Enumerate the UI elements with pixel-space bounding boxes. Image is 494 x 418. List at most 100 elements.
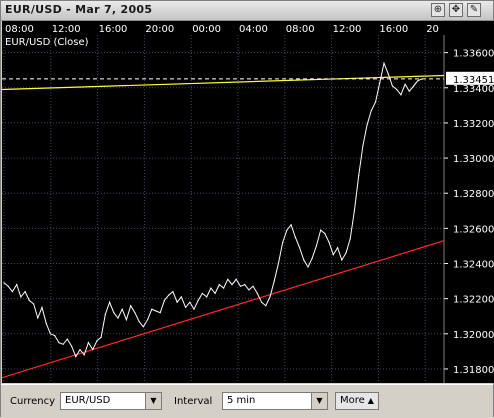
price-point	[294, 236, 296, 238]
time-tick-label: 08:00	[5, 24, 34, 35]
price-point	[20, 296, 22, 298]
price-point	[387, 73, 389, 75]
last-price-label: 1.33451	[453, 75, 494, 86]
price-point	[33, 303, 35, 305]
price-point	[370, 110, 372, 112]
price-point	[197, 299, 199, 301]
price-point	[383, 62, 385, 64]
price-point	[37, 317, 39, 319]
price-point	[417, 80, 419, 82]
price-point	[147, 319, 149, 321]
pencil-icon[interactable]: ✎	[467, 3, 481, 17]
price-point	[265, 305, 267, 307]
price-point	[121, 308, 123, 310]
price-point	[413, 85, 415, 87]
price-line	[3, 61, 423, 358]
price-point	[269, 296, 271, 298]
price-point	[282, 241, 284, 243]
price-point	[96, 340, 98, 342]
price-tick-label: 1.33400	[453, 84, 494, 95]
chevron-down-icon[interactable]: ▼	[311, 393, 327, 409]
price-point	[16, 284, 18, 286]
window-title: EUR/USD - Mar 7, 2005	[5, 3, 153, 16]
chevron-down-icon[interactable]: ▼	[145, 393, 161, 409]
price-point	[138, 320, 140, 323]
price-point	[49, 333, 52, 335]
price-point	[83, 354, 85, 356]
price-point	[248, 289, 250, 291]
price-point	[130, 305, 132, 307]
price-point	[290, 224, 292, 226]
price-point	[324, 233, 326, 235]
price-point	[341, 259, 343, 261]
price-point	[273, 280, 275, 282]
price-point	[396, 88, 398, 91]
price-point	[231, 284, 233, 286]
price-chart[interactable]: 08:00 12:00 16:00 20:00 00:00 04:00 08:00 12:00…	[2, 21, 494, 383]
price-point	[41, 306, 43, 308]
price-point	[71, 345, 73, 347]
price-point	[337, 247, 339, 249]
price-point	[87, 342, 89, 344]
price-point	[163, 299, 165, 301]
currency-select[interactable]: EUR/USD ▼	[60, 392, 162, 410]
price-point	[391, 85, 393, 87]
price-point	[11, 291, 13, 293]
price-point	[239, 285, 241, 287]
price-tick-label: 1.32400	[453, 260, 494, 271]
zoom-icon[interactable]: ⊕	[431, 3, 445, 17]
time-tick-label: 20	[426, 24, 439, 35]
currency-label: Currency	[10, 396, 56, 407]
price-point	[206, 296, 208, 298]
price-point	[320, 229, 322, 231]
price-point	[358, 175, 360, 177]
triangle-up-icon: ▲	[367, 396, 374, 405]
price-point	[404, 83, 406, 85]
price-tick-label: 1.32600	[453, 224, 494, 235]
price-point	[62, 343, 64, 345]
move-icon[interactable]: ✥	[449, 3, 463, 17]
price-point	[261, 301, 263, 303]
price-tick-label: 1.32000	[453, 330, 494, 341]
price-point	[28, 299, 30, 301]
price-point	[109, 301, 111, 303]
interval-label: Interval	[174, 396, 213, 407]
price-point	[125, 319, 127, 321]
price-point	[117, 317, 119, 319]
price-point	[58, 342, 60, 344]
price-point	[155, 310, 157, 312]
price-point	[45, 322, 47, 324]
price-point	[151, 308, 153, 310]
price-point	[307, 266, 309, 268]
price-point	[180, 296, 182, 298]
price-point	[227, 278, 229, 280]
price-point	[134, 312, 136, 314]
price-point	[223, 287, 225, 289]
price-point	[75, 356, 77, 358]
price-tick-label: 1.33600	[453, 49, 494, 60]
price-point	[235, 278, 237, 280]
interval-select[interactable]: 5 min ▼	[222, 392, 328, 410]
price-point	[353, 210, 355, 212]
support-trendline	[2, 240, 445, 379]
price-point	[299, 247, 301, 249]
chart-background	[2, 21, 494, 383]
price-point	[400, 94, 402, 96]
price-point	[311, 257, 313, 259]
time-tick-label: 04:00	[239, 24, 268, 35]
interval-value: 5 min	[227, 395, 256, 406]
price-point	[362, 145, 364, 147]
price-point	[189, 301, 191, 303]
price-point	[345, 252, 347, 254]
price-point	[185, 306, 187, 308]
more-button[interactable]: More ▲	[335, 392, 379, 410]
title-bar[interactable]: EUR/USD - Mar 7, 2005 ⊕ ✥ ✎	[1, 1, 493, 21]
price-point	[113, 312, 115, 314]
chart-title: EUR/USD (Close)	[5, 37, 89, 48]
time-tick-label: 12:00	[333, 24, 362, 35]
price-point	[375, 101, 377, 103]
price-point	[142, 326, 144, 328]
price-point	[176, 301, 178, 303]
chart-area[interactable]: 08:00 12:00 16:00 20:00 00:00 04:00 08:00 12:00…	[2, 21, 494, 383]
